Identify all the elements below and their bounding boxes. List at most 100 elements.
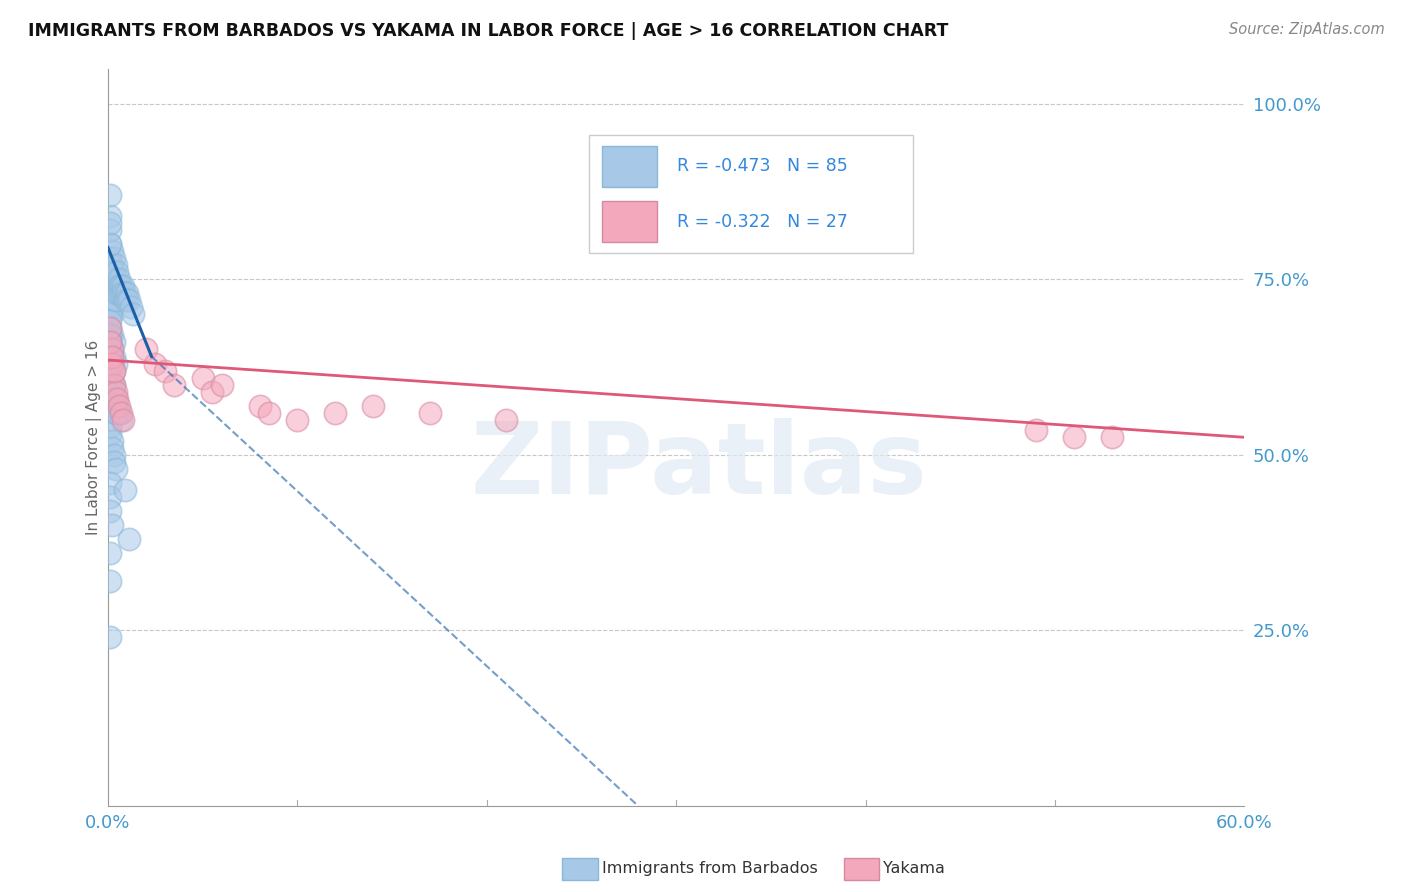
- FancyBboxPatch shape: [589, 135, 912, 253]
- Point: [98, 504, 121, 518]
- Point: [100, 357, 122, 371]
- Point: [103, 377, 125, 392]
- Point: [98, 321, 121, 335]
- Point: [100, 518, 122, 533]
- Point: [98, 335, 121, 350]
- Point: [100, 343, 122, 357]
- Point: [98, 301, 121, 315]
- Point: [98, 307, 121, 321]
- Point: [98, 475, 121, 490]
- Bar: [602, 202, 657, 242]
- Point: [1101, 430, 1123, 444]
- Point: [103, 293, 125, 308]
- Point: [108, 399, 131, 413]
- Point: [114, 483, 136, 497]
- Point: [98, 223, 121, 237]
- Point: [98, 237, 121, 252]
- Y-axis label: In Labor Force | Age > 16: In Labor Force | Age > 16: [86, 340, 103, 535]
- Point: [104, 258, 127, 272]
- Point: [104, 272, 127, 286]
- Point: [98, 209, 121, 223]
- Point: [98, 631, 121, 645]
- Point: [107, 286, 129, 301]
- Point: [104, 286, 127, 301]
- Point: [100, 258, 122, 272]
- Point: [98, 314, 121, 328]
- Point: [107, 279, 129, 293]
- Text: R = -0.473   N = 85: R = -0.473 N = 85: [678, 157, 848, 175]
- Point: [104, 357, 127, 371]
- Point: [104, 462, 127, 476]
- Point: [98, 426, 121, 441]
- Point: [100, 350, 122, 364]
- Point: [103, 251, 125, 265]
- Point: [98, 279, 121, 293]
- Point: [1063, 430, 1085, 444]
- Point: [257, 406, 280, 420]
- Point: [107, 392, 129, 406]
- Point: [103, 377, 125, 392]
- Point: [98, 237, 121, 252]
- Point: [100, 441, 122, 455]
- Point: [143, 357, 166, 371]
- Point: [135, 343, 157, 357]
- Point: [110, 279, 132, 293]
- Point: [419, 406, 441, 420]
- Point: [100, 370, 122, 384]
- Point: [361, 399, 384, 413]
- Point: [115, 293, 138, 308]
- Point: [98, 188, 121, 202]
- Point: [98, 350, 121, 364]
- Point: [110, 413, 132, 427]
- Point: [107, 265, 129, 279]
- Point: [201, 384, 224, 399]
- Point: [98, 546, 121, 560]
- Point: [112, 413, 135, 427]
- Point: [100, 307, 122, 321]
- Point: [98, 335, 121, 350]
- Point: [103, 265, 125, 279]
- Point: [495, 413, 517, 427]
- Point: [100, 301, 122, 315]
- Point: [287, 413, 309, 427]
- Point: [103, 286, 125, 301]
- Point: [108, 406, 131, 420]
- Point: [108, 286, 131, 301]
- Point: [100, 343, 122, 357]
- Point: [103, 279, 125, 293]
- Point: [98, 363, 121, 377]
- Point: [103, 363, 125, 377]
- Point: [103, 455, 125, 469]
- Point: [108, 279, 131, 293]
- Text: IMMIGRANTS FROM BARBADOS VS YAKAMA IN LABOR FORCE | AGE > 16 CORRELATION CHART: IMMIGRANTS FROM BARBADOS VS YAKAMA IN LA…: [28, 22, 949, 40]
- Point: [98, 251, 121, 265]
- Text: Source: ZipAtlas.com: Source: ZipAtlas.com: [1229, 22, 1385, 37]
- Point: [107, 399, 129, 413]
- Point: [118, 293, 141, 308]
- Point: [103, 335, 125, 350]
- Point: [104, 293, 127, 308]
- Point: [98, 265, 121, 279]
- Point: [163, 377, 186, 392]
- Point: [98, 490, 121, 504]
- Point: [104, 384, 127, 399]
- Point: [100, 377, 122, 392]
- Point: [120, 301, 142, 315]
- Point: [323, 406, 346, 420]
- Point: [114, 286, 136, 301]
- Text: ZIPatlas: ZIPatlas: [471, 418, 928, 516]
- Point: [98, 328, 121, 343]
- Point: [100, 293, 122, 308]
- Point: [104, 392, 127, 406]
- Point: [98, 370, 121, 384]
- Point: [103, 448, 125, 462]
- Point: [112, 286, 135, 301]
- Point: [191, 370, 214, 384]
- Point: [100, 357, 122, 371]
- Point: [114, 293, 136, 308]
- Text: Yakama: Yakama: [883, 862, 945, 876]
- Point: [110, 406, 132, 420]
- Text: R = -0.322   N = 27: R = -0.322 N = 27: [678, 212, 848, 230]
- Point: [121, 307, 143, 321]
- Point: [153, 363, 176, 377]
